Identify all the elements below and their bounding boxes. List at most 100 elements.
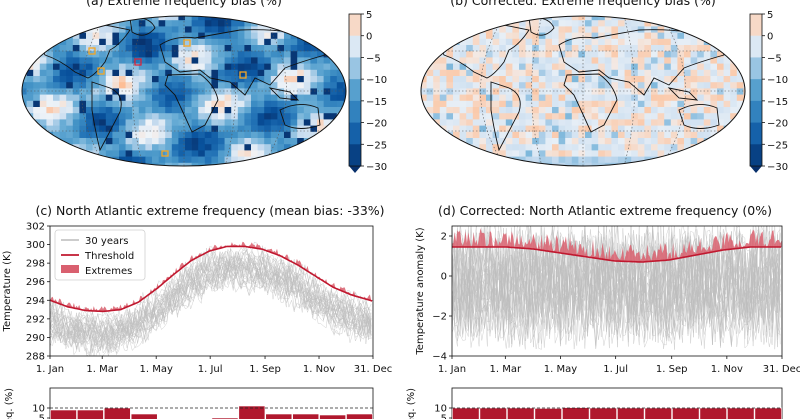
bias-cell — [132, 119, 140, 126]
bias-cell — [330, 51, 338, 58]
bias-cell — [330, 26, 338, 33]
bias-cell — [499, 156, 507, 164]
bias-cell — [472, 20, 480, 27]
bias-cell — [185, 162, 192, 166]
colorbar-segment — [750, 57, 762, 80]
panel-c-title: (c) North Atlantic extreme frequency (me… — [35, 203, 384, 218]
bias-cell — [185, 76, 192, 83]
bias-cell — [185, 131, 192, 139]
bias-cell — [92, 69, 100, 77]
bias-cell — [578, 169, 585, 176]
bias-cell — [323, 76, 331, 83]
bias-cell — [453, 169, 460, 176]
bias-cell — [571, 82, 579, 89]
bias-cell — [585, 131, 592, 139]
bias-cell — [585, 69, 592, 77]
bias-cell — [578, 20, 586, 27]
bias-cell — [66, 100, 74, 108]
bias-cell — [323, 32, 331, 40]
bias-cell — [466, 82, 474, 89]
bias-cell — [244, 125, 252, 133]
bias-cell — [571, 32, 579, 40]
bias-cell — [571, 150, 579, 157]
bias-cell — [611, 20, 619, 27]
bias-cell — [598, 82, 606, 89]
bias-cell — [125, 88, 133, 95]
bias-cell — [525, 113, 533, 120]
bias-cell — [703, 69, 711, 77]
bias-cell — [158, 51, 166, 58]
bias-cell — [433, 32, 441, 40]
bias-cell — [330, 113, 338, 120]
bias-cell — [710, 144, 718, 151]
bias-cell — [145, 63, 153, 71]
bias-cell — [499, 16, 507, 21]
bias-cell — [323, 26, 331, 33]
bias-cell — [611, 138, 619, 145]
bias-cell — [251, 69, 258, 77]
bias-cell — [598, 107, 606, 114]
bias-cell — [472, 131, 480, 139]
bias-cell — [651, 82, 658, 89]
bias-cell — [59, 162, 67, 166]
colorbar-tick-label: −5 — [366, 53, 381, 64]
bias-cell — [271, 169, 278, 176]
bias-cell — [132, 113, 140, 120]
bias-cell — [697, 20, 705, 27]
bias-cell — [703, 94, 711, 102]
bias-cell — [244, 16, 252, 21]
bias-cell — [690, 150, 698, 157]
y-tick-label: 2 — [441, 232, 447, 243]
bias-cell — [558, 131, 566, 139]
bias-cell — [277, 156, 285, 164]
bias-cell — [743, 45, 745, 52]
bias-cell — [310, 82, 318, 89]
bias-cell — [198, 57, 206, 64]
bias-cell — [86, 131, 93, 139]
bias-cell — [618, 26, 625, 33]
bias-cell — [336, 82, 344, 89]
bias-cell — [618, 94, 625, 102]
bias-cell — [664, 20, 672, 27]
bias-cell — [270, 162, 278, 166]
bias-cell — [479, 16, 487, 21]
bias-cell — [152, 82, 159, 89]
bias-cell — [178, 26, 186, 33]
bias-cell — [310, 125, 318, 133]
bias-cell — [178, 45, 186, 52]
bias-cell — [237, 138, 245, 145]
bias-cell — [237, 119, 245, 126]
bias-cell — [251, 162, 258, 166]
bias-cell — [92, 51, 100, 58]
bias-cell — [552, 150, 559, 157]
bias-cell — [33, 94, 41, 102]
bias-cell — [79, 144, 87, 151]
bias-cell — [33, 138, 41, 145]
bias-cell — [26, 69, 34, 77]
bias-cell — [171, 57, 179, 64]
colorbar-extend-arrow — [349, 166, 361, 173]
bias-cell — [59, 113, 67, 120]
bias-cell — [79, 76, 87, 83]
bias-cell — [571, 45, 579, 52]
bias-cell — [519, 76, 526, 83]
bar — [727, 407, 755, 419]
bias-cell — [545, 32, 553, 40]
bias-cell — [323, 162, 331, 166]
bias-cell — [119, 38, 126, 46]
bias-cell — [446, 150, 454, 157]
map-b-graticule — [421, 16, 745, 166]
bias-cell — [486, 45, 493, 52]
bias-cell — [145, 69, 153, 77]
legend-entry: 30 years — [85, 236, 128, 247]
bias-cell — [723, 26, 731, 33]
bias-cell — [519, 32, 526, 40]
bias-cell — [310, 131, 318, 139]
bias-cell — [657, 82, 665, 89]
bias-cell — [336, 51, 344, 58]
bias-cell — [251, 82, 258, 89]
bias-cell — [310, 169, 317, 176]
bias-cell — [446, 16, 454, 21]
bias-cell — [125, 138, 133, 145]
bias-cell — [171, 100, 179, 108]
